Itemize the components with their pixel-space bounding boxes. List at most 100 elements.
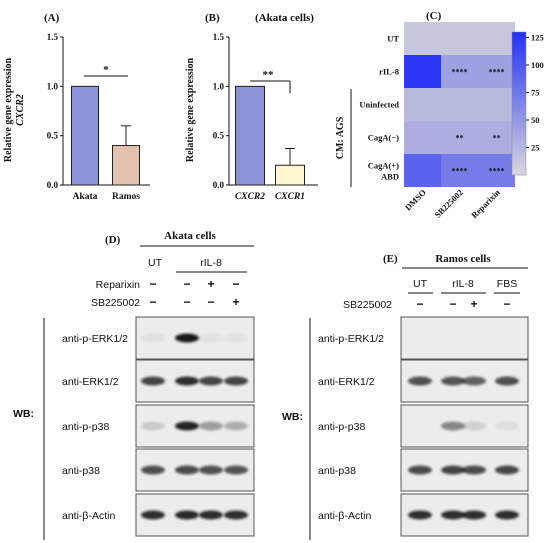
bar-cxcr2 bbox=[235, 85, 265, 186]
heatmap-column-label: DMSO bbox=[403, 187, 428, 212]
heatmap-cell bbox=[404, 55, 441, 88]
x-category-label: CXCR2 bbox=[235, 192, 265, 202]
panel-d-cell-header: Akata cells bbox=[164, 230, 216, 242]
blot-band bbox=[175, 376, 199, 386]
blot-label: anti-p-ERK1/2 bbox=[62, 333, 128, 345]
panel-e-ut-label: UT bbox=[413, 278, 428, 290]
bar-akata bbox=[71, 85, 99, 186]
blot-band bbox=[175, 465, 199, 475]
heatmap-row-label: CagA(+) bbox=[368, 161, 399, 171]
blot-band bbox=[224, 421, 248, 431]
heatmap-row-label: rIL-8 bbox=[379, 67, 399, 77]
heatmap-cell bbox=[478, 154, 515, 187]
blot-band bbox=[408, 376, 432, 386]
blot-band bbox=[224, 333, 248, 343]
blot-band bbox=[462, 510, 486, 520]
blot-band bbox=[199, 465, 223, 475]
heatmap-cell bbox=[404, 154, 441, 187]
heatmap-cell bbox=[478, 88, 515, 121]
heatmap-column-label: SB225002 bbox=[432, 187, 464, 219]
treatment-label: Reparixin bbox=[96, 279, 141, 291]
heatmap-annotation: **** bbox=[452, 68, 468, 77]
heatmap-cell bbox=[441, 154, 478, 187]
colorbar-tick-label: 100 bbox=[531, 60, 544, 70]
blot-band bbox=[141, 333, 165, 343]
blot-label: anti-p-p38 bbox=[62, 421, 109, 433]
blot-band bbox=[441, 421, 465, 431]
heatmap-cell bbox=[441, 88, 478, 121]
panel-b-label: (B) bbox=[205, 12, 220, 24]
panel-b-y-ticks: 0.0 0.5 1.0 1.5 bbox=[213, 32, 229, 190]
blot-band bbox=[495, 376, 519, 386]
y-tick-label: 1.0 bbox=[47, 81, 59, 91]
panel-d-treatments: Reparixin − − + −SB225002− − − + bbox=[91, 277, 240, 309]
blot-band bbox=[224, 510, 248, 520]
heatmap-column-label: Reparixin bbox=[469, 187, 502, 220]
panel-b-bars: CXCR2 CXCR1 bbox=[235, 85, 305, 202]
blot-panel bbox=[400, 316, 529, 360]
panel-a-ylabel: Relative gene expression bbox=[3, 57, 14, 162]
blot-band bbox=[408, 465, 432, 475]
y-tick-label: 0.5 bbox=[213, 131, 225, 141]
treatment-sign: − bbox=[449, 297, 456, 311]
panel-a-y-ticks: 0.0 0.5 1.0 1.5 bbox=[47, 32, 63, 190]
x-category-label: Ramos bbox=[112, 192, 140, 202]
blot-band bbox=[141, 376, 165, 386]
blot-label: anti-p38 bbox=[62, 465, 100, 477]
blot-band bbox=[141, 465, 165, 475]
y-tick-label: 1.5 bbox=[47, 32, 59, 42]
blot-band bbox=[199, 333, 223, 343]
panel-b-significance: ** bbox=[263, 69, 275, 81]
panel-d-ril8-label: rIL-8 bbox=[200, 257, 222, 269]
panel-c-heatmap: **** ****** ****** **** bbox=[404, 22, 515, 187]
blot-band bbox=[224, 376, 248, 386]
panel-a-significance: * bbox=[103, 64, 109, 76]
heatmap-annotation: ** bbox=[493, 134, 501, 143]
x-category-label: CXCR1 bbox=[275, 192, 305, 202]
panel-e-fbs-label: FBS bbox=[497, 278, 517, 290]
treatment-sign: − bbox=[207, 295, 214, 309]
panel-b-title: (Akata cells) bbox=[255, 12, 314, 24]
panel-a-ylabel-gene: CXCR2 bbox=[15, 94, 26, 126]
heatmap-cell bbox=[441, 55, 478, 88]
y-tick-label: 0.5 bbox=[47, 131, 59, 141]
treatment-sign: − bbox=[149, 295, 156, 309]
blot-label: anti-β-Actin bbox=[318, 510, 371, 522]
colorbar-tick-label: 50 bbox=[531, 115, 540, 125]
blot-label: anti-p-p38 bbox=[318, 421, 365, 433]
panel-c-colorbar-ticks: 25 50 75 100 125 bbox=[526, 33, 544, 153]
panel-a-bars: Akata Ramos bbox=[71, 85, 140, 202]
panel-c-label: (C) bbox=[426, 10, 442, 22]
panel-c-row-labels: UT rIL-8 Uninfected CagA(−) CagA(+)ABD bbox=[359, 34, 399, 182]
bar-ramos bbox=[112, 145, 140, 186]
panel-c: (C) UT rIL-8 Uninfected CagA(−) CagA(+)ABD *… bbox=[335, 10, 544, 220]
y-tick-label: 0.0 bbox=[47, 180, 59, 190]
colorbar-tick-label: 25 bbox=[531, 143, 540, 153]
blot-band bbox=[199, 421, 223, 431]
blot-band bbox=[199, 376, 223, 386]
panel-e-treatments: SB225002− − + − bbox=[343, 297, 511, 311]
blot-band bbox=[495, 465, 519, 475]
blot-label: anti-p-ERK1/2 bbox=[318, 333, 384, 345]
blot-label: anti-β-Actin bbox=[62, 510, 115, 522]
blot-band bbox=[175, 333, 199, 343]
colorbar-tick-label: 75 bbox=[531, 88, 540, 98]
panel-c-colorbar bbox=[511, 31, 527, 176]
treatment-sign: − bbox=[232, 277, 239, 291]
blot-band bbox=[495, 510, 519, 520]
panel-d-blots: anti-p-ERK1/2 anti-ERK1/2 anti-p-p38 anti-p… bbox=[62, 316, 255, 537]
heatmap-row-label: Uninfected bbox=[359, 100, 399, 110]
panel-e-ril8-label: rIL-8 bbox=[452, 278, 474, 290]
blot-band bbox=[441, 465, 465, 475]
heatmap-cell bbox=[478, 22, 515, 55]
blot-band bbox=[441, 376, 465, 386]
heatmap-annotation: ** bbox=[456, 134, 464, 143]
y-tick-label: 1.0 bbox=[213, 81, 225, 91]
heatmap-annotation: **** bbox=[489, 68, 505, 77]
panel-d-wb-label: WB: bbox=[13, 408, 34, 420]
y-tick-label: 1.5 bbox=[213, 32, 225, 42]
panel-d: (D) Akata cells UT rIL-8 Reparixin − − + −SB… bbox=[13, 230, 255, 540]
panel-a: (A) Relative gene expression CXCR2 0.00.… bbox=[3, 12, 150, 202]
panel-c-column-labels: DMSO SB225002 Reparixin bbox=[403, 187, 502, 220]
